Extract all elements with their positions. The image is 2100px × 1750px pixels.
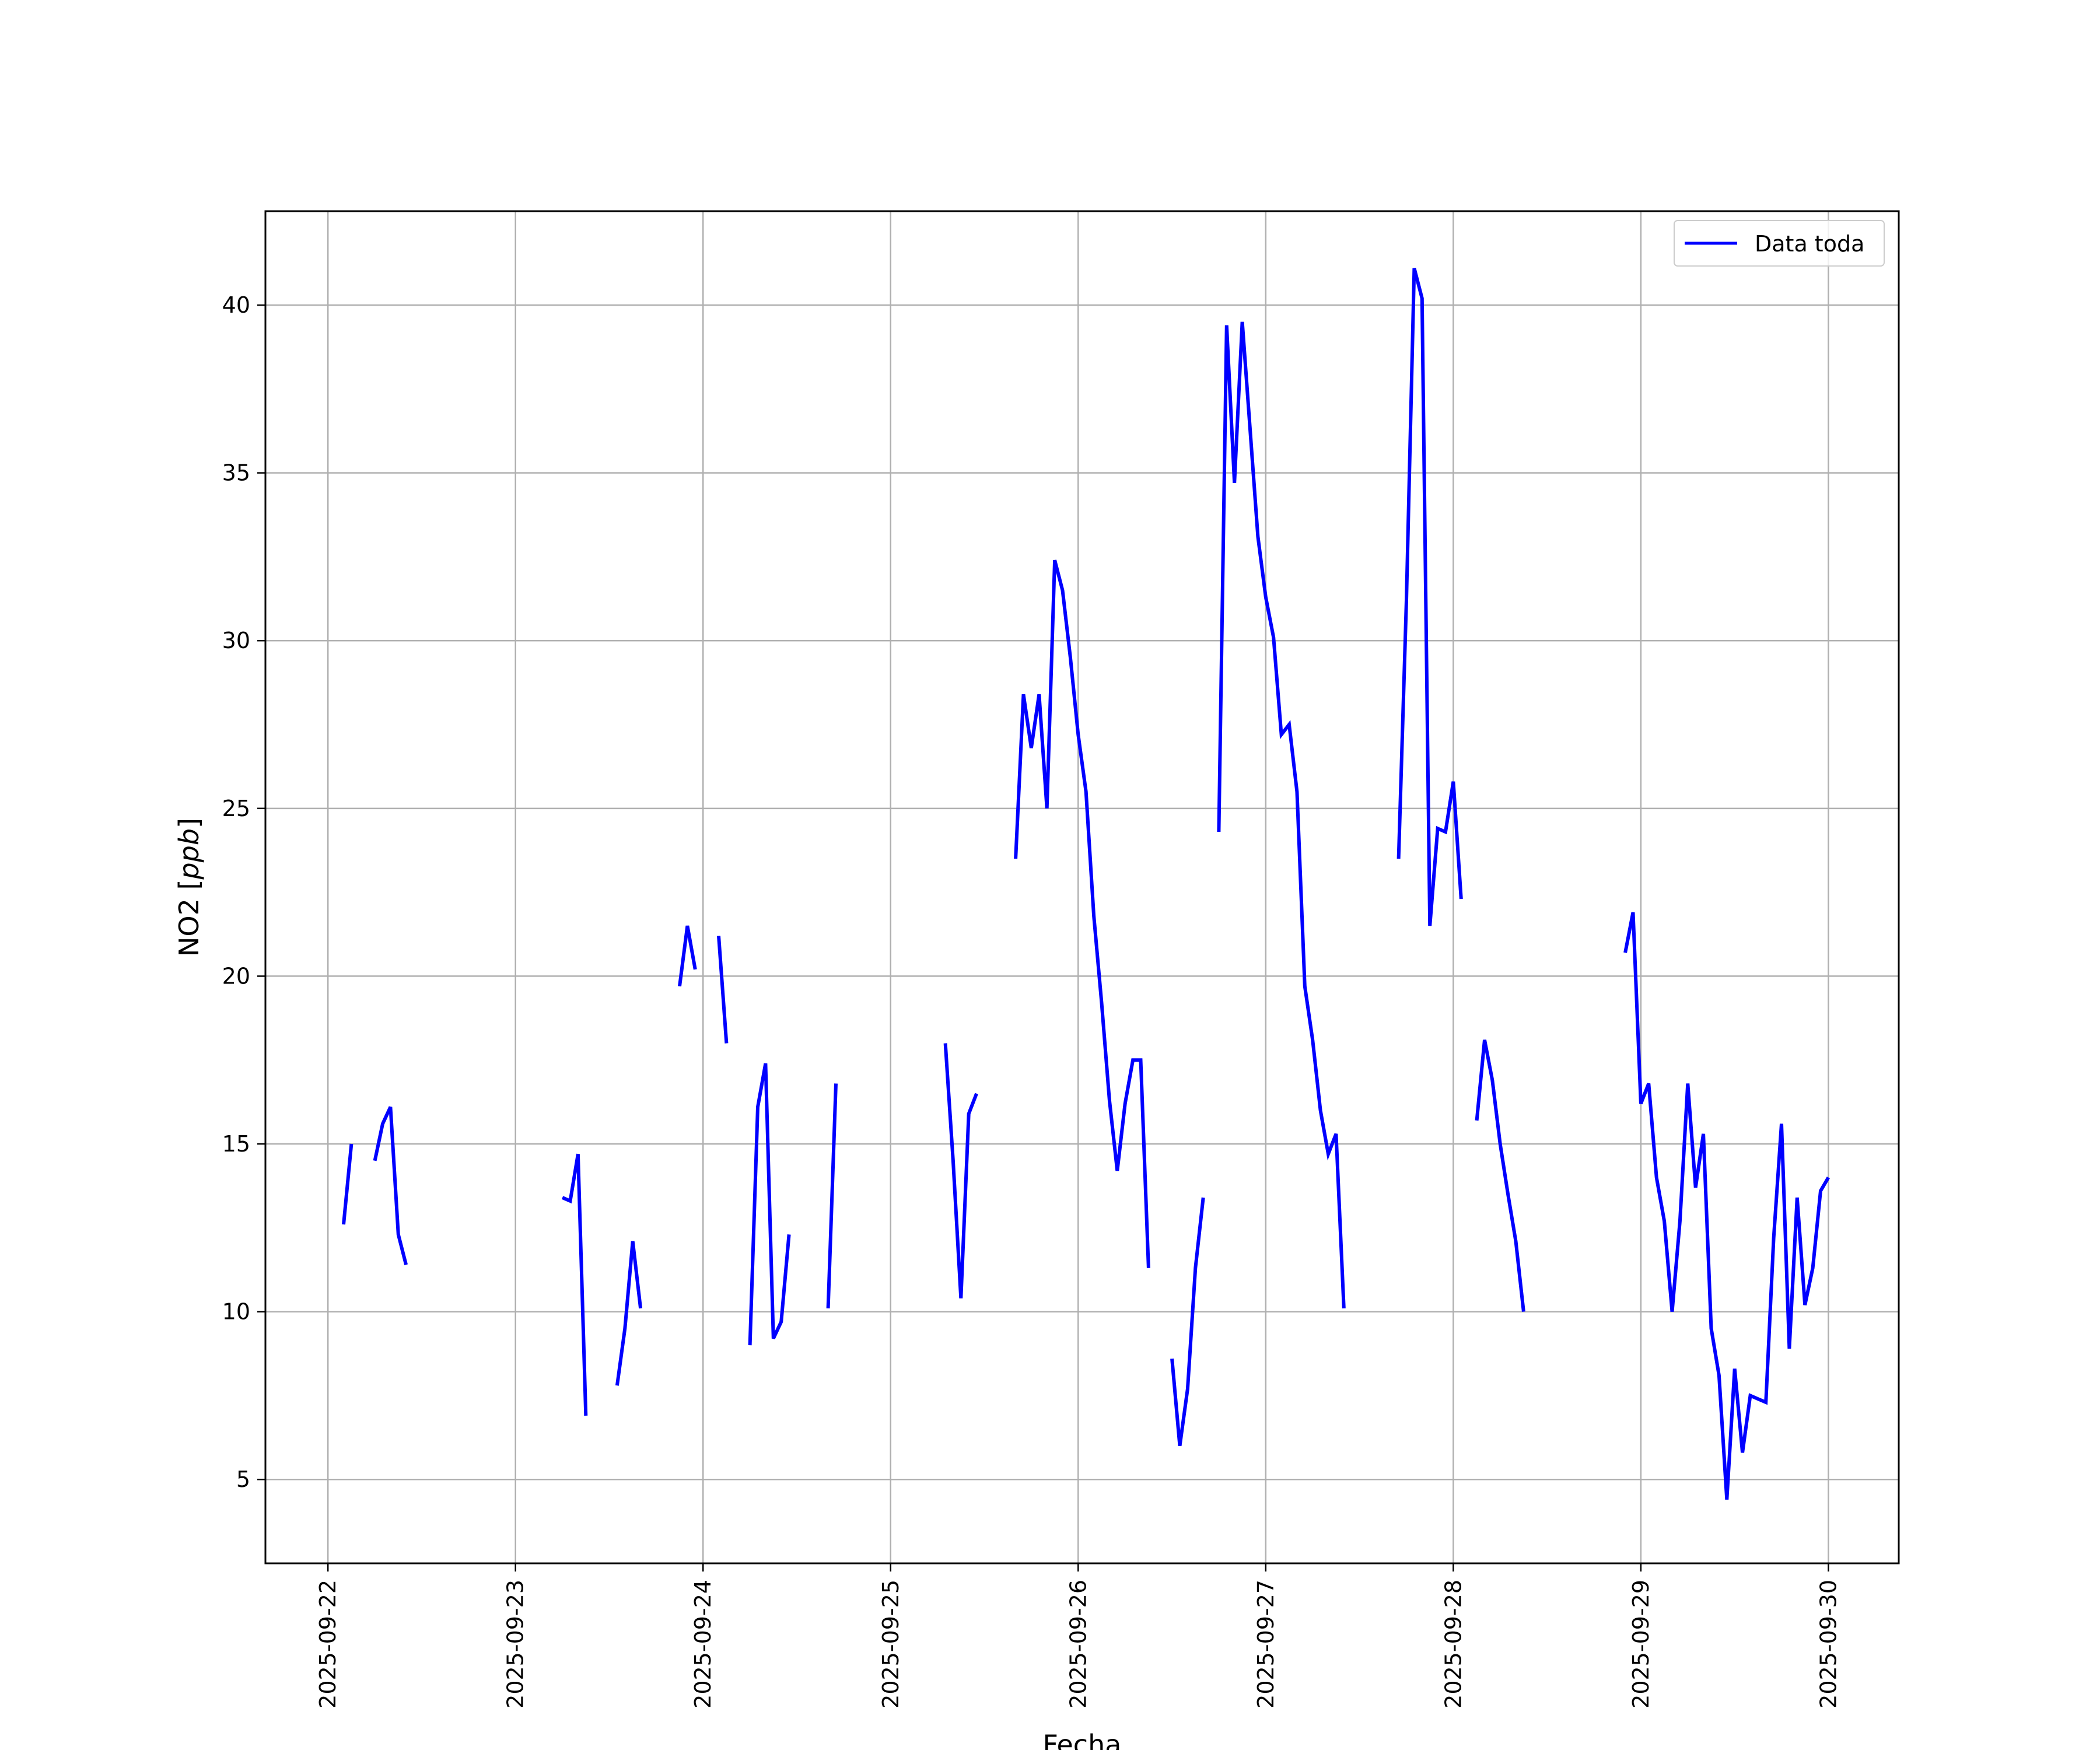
legend: Data toda: [1674, 220, 1885, 267]
series-line-segment: [561, 1153, 588, 1416]
y-tick-label: 25: [222, 796, 250, 821]
series-line-segment: [1396, 268, 1463, 926]
series-line-segment: [1623, 912, 1830, 1500]
series-line-segment: [1170, 1197, 1205, 1447]
y-axis-label-prefix: NO2 [: [173, 880, 205, 957]
x-tick-label: 2025-09-24: [690, 1580, 716, 1709]
y-tick-label: 5: [236, 1466, 250, 1492]
x-tick-label: 2025-09-26: [1065, 1580, 1091, 1709]
series-line-segment: [717, 936, 729, 1044]
y-axis-label-suffix: ]: [173, 818, 205, 828]
series-line-segment: [1475, 1040, 1525, 1312]
plot-frame: [264, 210, 1900, 1564]
y-tick-label: 10: [222, 1299, 250, 1325]
y-tick-label: 15: [222, 1131, 250, 1157]
x-tick-label: 2025-09-23: [503, 1580, 528, 1709]
series-line-segment: [615, 1241, 643, 1386]
legend-label: Data toda: [1755, 231, 1864, 257]
tick-layer: 2025-09-22 2025-09-23 2025-09-24 2025-09-25…: [222, 292, 1842, 1709]
x-tick-label: 2025-09-28: [1440, 1580, 1466, 1709]
y-axis-label-unit: ppb: [173, 828, 205, 880]
grid-layer: [265, 211, 1899, 1563]
x-tick-label: 2025-09-27: [1253, 1580, 1279, 1709]
series-line-segment: [1014, 559, 1150, 1268]
x-tick-label: 2025-09-25: [878, 1580, 904, 1709]
y-tick-label: 35: [222, 460, 250, 486]
x-tick-label: 2025-09-29: [1628, 1580, 1654, 1709]
series-line-segment: [678, 925, 697, 987]
series-line-segment: [342, 1143, 354, 1225]
series-line-segment: [826, 1083, 838, 1309]
series-line-segment: [748, 1063, 791, 1346]
y-axis-label: NO2 [ppb]: [173, 818, 205, 957]
x-tick-label: 2025-09-22: [315, 1580, 341, 1709]
x-tick-label: 2025-09-30: [1815, 1580, 1841, 1709]
y-tick-label: 20: [222, 963, 250, 989]
x-axis-label: Fecha: [1043, 1729, 1122, 1750]
series-line-segment: [943, 1043, 978, 1298]
data-line-layer: [342, 268, 1830, 1500]
legend-box: [1674, 220, 1885, 267]
y-tick-label: 30: [222, 628, 250, 653]
series-line-segment: [373, 1106, 408, 1265]
series-line-segment: [1217, 321, 1346, 1309]
y-tick-label: 40: [222, 292, 250, 318]
